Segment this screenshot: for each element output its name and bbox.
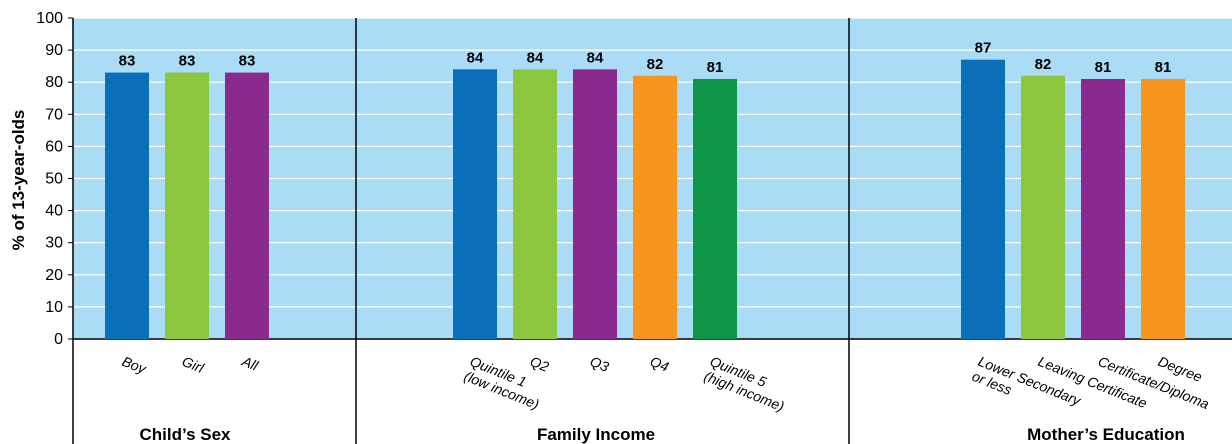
bar-value-label: 81: [707, 59, 724, 76]
y-tick-label: 70: [45, 106, 63, 123]
bar: [225, 72, 269, 339]
group-label: Child’s Sex: [139, 425, 231, 444]
category-label-line: Girl: [180, 353, 207, 376]
category-label-line: Q3: [588, 353, 612, 375]
category-label: Q4: [648, 353, 672, 375]
category-label: Boy: [120, 353, 149, 377]
category-label: All: [239, 353, 261, 374]
bar-value-label: 83: [119, 53, 136, 70]
category-label: Q2: [528, 353, 552, 375]
bar: [453, 69, 497, 340]
y-tick-label: 30: [45, 235, 63, 252]
bar-value-label: 81: [1155, 59, 1172, 76]
category-label: Q3: [588, 353, 612, 375]
group-label: Family Income: [537, 425, 655, 444]
category-label-line: Q4: [648, 353, 672, 375]
y-tick-label: 40: [45, 203, 63, 220]
y-tick-label: 100: [36, 10, 63, 27]
bar-value-label: 84: [587, 49, 604, 66]
y-tick-label: 60: [45, 138, 63, 155]
bar: [961, 59, 1005, 339]
y-tick-label: 10: [45, 299, 63, 316]
y-tick-label: 0: [54, 331, 63, 348]
bar-value-label: 84: [467, 49, 484, 66]
y-tick-label: 80: [45, 74, 63, 91]
bar: [693, 78, 737, 340]
bar-value-label: 81: [1095, 59, 1112, 76]
bar: [1021, 75, 1065, 339]
bar-value-label: 84: [527, 49, 544, 66]
category-label: Girl: [180, 353, 207, 376]
bar: [105, 72, 149, 339]
bar: [1141, 78, 1185, 340]
bar: [573, 69, 617, 340]
category-label-line: All: [239, 353, 261, 374]
category-label: Quintile 5(high income): [702, 353, 793, 414]
bar: [1081, 78, 1125, 340]
bar-value-label: 82: [647, 56, 664, 73]
bar: [513, 69, 557, 340]
bar: [633, 75, 677, 339]
y-tick-label: 50: [45, 171, 63, 188]
bar-value-label: 83: [239, 53, 256, 70]
y-tick-label: 20: [45, 267, 63, 284]
y-axis-title: % of 13-year-olds: [9, 110, 28, 251]
group-label: Mother’s Education: [1027, 425, 1185, 444]
category-label-line: Boy: [120, 353, 149, 377]
y-tick-label: 90: [45, 42, 63, 59]
bar-value-label: 83: [179, 53, 196, 70]
bar: [165, 72, 209, 339]
bar-value-label: 87: [975, 40, 992, 57]
bar-value-label: 82: [1035, 56, 1052, 73]
category-label-line: Q2: [528, 353, 552, 375]
